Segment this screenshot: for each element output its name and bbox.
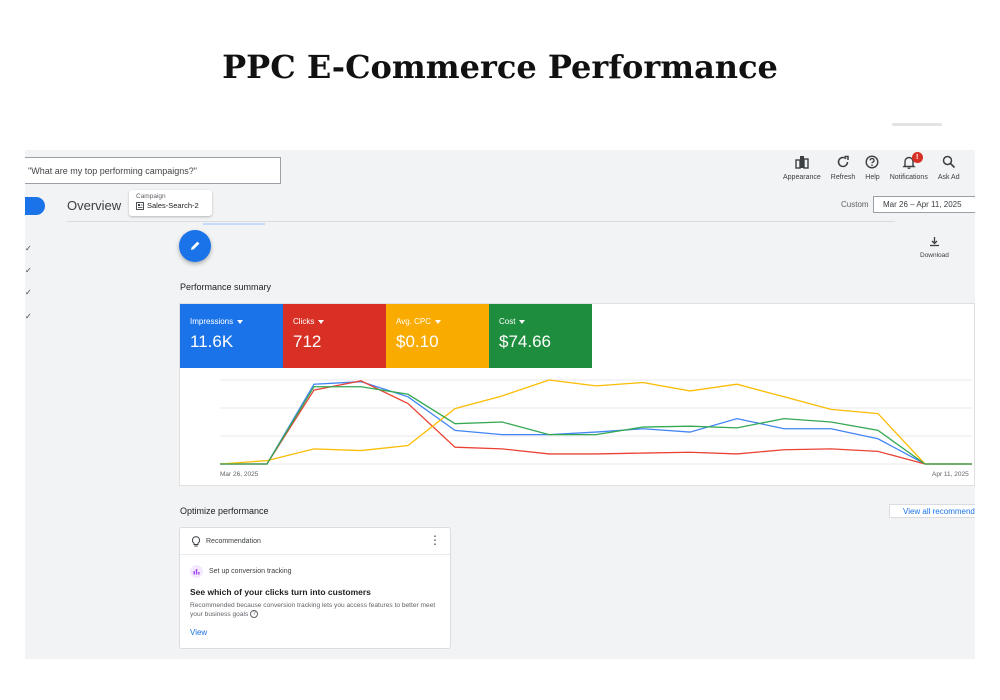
metric-clicks-label-row: Clicks — [293, 317, 386, 326]
metric-impressions[interactable]: Impressions 11.6K — [180, 304, 283, 368]
chart-series-line-1 — [220, 380, 972, 465]
metric-avg-cpc-label: Avg. CPC — [396, 317, 431, 326]
refresh-button[interactable]: Refresh — [830, 155, 856, 187]
chart-series-line-0 — [220, 381, 972, 465]
app-screenshot: "What are my top performing campaigns?" … — [25, 150, 975, 659]
metric-avg-cpc-label-row: Avg. CPC — [396, 317, 489, 326]
help-icon — [865, 155, 879, 169]
recommendation-description: Recommended because conversion tracking … — [190, 601, 448, 619]
notifications-button[interactable]: ! Notifications — [889, 152, 928, 187]
dropdown-caret-icon — [318, 319, 325, 324]
view-all-recommendations-button[interactable]: View all recommenda — [889, 504, 975, 518]
metric-cost-value: $74.66 — [499, 332, 551, 351]
performance-summary-title: Performance summary — [180, 282, 272, 292]
toolbar: Appearance Refresh Help ! Notifications … — [783, 152, 970, 187]
bar-chart-icon — [190, 565, 203, 578]
campaign-value: Sales-Search-2 — [147, 201, 199, 210]
pencil-icon — [191, 241, 200, 250]
dropdown-caret-icon — [519, 319, 526, 324]
search-icon — [942, 155, 955, 169]
chart-series-line-2 — [219, 379, 972, 465]
metric-impressions-value: 11.6K — [190, 332, 234, 351]
date-range-picker[interactable]: Mar 26 – Apr 11, 2025 — [873, 196, 975, 213]
metric-impressions-label-row: Impressions — [190, 317, 283, 326]
sidebar-check-2[interactable]: ✓ — [25, 266, 32, 275]
appearance-label: Appearance — [783, 174, 821, 181]
chart-x-tick-label-1: Apr 11, 2025 — [932, 471, 969, 478]
decorative-divider — [892, 123, 942, 126]
metric-cost-label-row: Cost — [499, 317, 592, 326]
recommendation-task: Set up conversion tracking — [190, 565, 292, 578]
dropdown-caret-icon — [434, 319, 441, 324]
menu-pill-button[interactable] — [25, 197, 45, 215]
performance-summary-card: Impressions 11.6K Clicks 712 Avg. CPC $0… — [179, 303, 975, 486]
recommendation-heading: See which of your clicks turn into custo… — [190, 587, 371, 597]
performance-chart: Mar 26, 2025 Apr 11, 2025 — [219, 379, 972, 478]
help-label: Help — [865, 174, 880, 181]
sidebar-check-3[interactable]: ✓ — [25, 288, 32, 297]
metric-avg-cpc-value: $0.10 — [396, 332, 439, 351]
header-divider — [67, 221, 895, 222]
chart-series-line-3 — [220, 386, 972, 465]
optimize-performance-title: Optimize performance — [180, 506, 269, 516]
metric-clicks[interactable]: Clicks 712 — [283, 304, 386, 368]
recommendation-card: Recommendation ⋮ Set up conversion track… — [179, 527, 451, 649]
date-range-label: Custom — [841, 200, 869, 209]
sidebar-check-1[interactable]: ✓ — [25, 244, 32, 253]
campaign-selector[interactable]: Campaign Sales-Search-2 — [129, 190, 212, 216]
bell-icon — [902, 156, 916, 169]
sidebar-check-4[interactable]: ✓ — [25, 312, 32, 321]
search-input[interactable]: "What are my top performing campaigns?" — [25, 157, 281, 184]
metric-cost[interactable]: Cost $74.66 — [489, 304, 592, 368]
download-button[interactable]: Download — [920, 236, 949, 259]
notification-badge: ! — [911, 152, 923, 163]
campaign-label: Campaign — [136, 193, 166, 200]
recommendation-header-label: Recommendation — [206, 538, 261, 545]
recommendation-description-text: Recommended because conversion tracking … — [190, 602, 436, 618]
appearance-button[interactable]: Appearance — [783, 155, 821, 187]
help-button[interactable]: Help — [865, 155, 880, 187]
recommendation-task-label: Set up conversion tracking — [209, 568, 292, 575]
dropdown-caret-icon — [237, 319, 244, 324]
page-title: PPC E-Commerce Performance — [222, 48, 778, 86]
campaign-value-row: Sales-Search-2 — [136, 201, 212, 210]
appearance-icon — [795, 156, 809, 169]
download-label: Download — [920, 252, 949, 259]
campaign-icon — [136, 201, 144, 210]
refresh-icon — [837, 155, 849, 168]
more-options-icon[interactable]: ⋮ — [429, 533, 441, 547]
download-icon — [929, 237, 939, 247]
overview-heading: Overview — [67, 198, 122, 213]
notifications-label: Notifications — [889, 174, 928, 181]
refresh-label: Refresh — [830, 174, 856, 181]
ask-ad-button[interactable]: Ask Ad — [938, 155, 960, 187]
edit-fab-button[interactable] — [179, 230, 211, 262]
view-recommendation-link[interactable]: View — [190, 628, 208, 637]
metric-avg-cpc[interactable]: Avg. CPC $0.10 — [386, 304, 489, 368]
ask-ad-label: Ask Ad — [937, 174, 960, 181]
chart-x-tick-label-0: Mar 26, 2025 — [220, 471, 259, 478]
metric-impressions-label: Impressions — [190, 317, 234, 326]
metric-cost-label: Cost — [499, 317, 516, 326]
help-circle-icon[interactable]: ? — [250, 610, 259, 619]
recommendation-header: Recommendation ⋮ — [180, 528, 450, 555]
lightbulb-icon — [191, 536, 201, 547]
metric-clicks-value: 712 — [293, 332, 322, 351]
metric-clicks-label: Clicks — [293, 317, 315, 326]
tab-indicator — [203, 223, 265, 225]
